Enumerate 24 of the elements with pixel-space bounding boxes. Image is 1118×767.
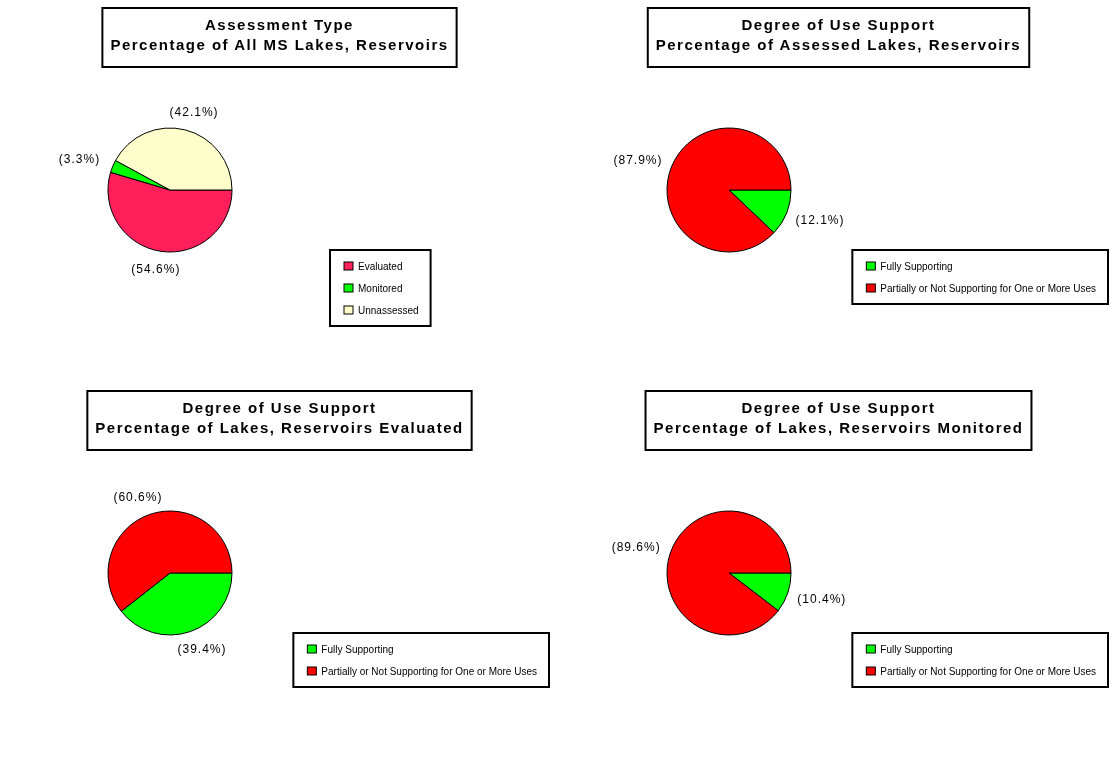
legend-label: Partially or Not Supporting for One or More Uses [321,666,537,677]
chart-title: Degree of Use Support Percentage of Lakes, Reservoirs Monitored [653,399,1024,436]
data-label: (60.6%) [113,490,163,505]
legend-label: Monitored [358,283,403,294]
pie-slice [666,510,792,636]
legend-label: Partially or Not Supporting for One or More Uses [880,666,1096,677]
data-label: (87.9%) [613,153,663,168]
legend-label: Fully Supporting [880,644,953,655]
legend-label: Fully Supporting [321,644,394,655]
data-label: (39.4%) [177,641,227,656]
legend-label: Partially or Not Supporting for One or More Uses [880,283,1096,294]
data-label: (10.4%) [797,591,847,606]
data-label: (54.6%) [131,262,181,277]
data-label: (42.1%) [169,105,219,120]
data-label: (3.3%) [58,152,101,167]
pie-slice [666,127,792,253]
data-label: (12.1%) [795,212,845,227]
chart-title: Degree of Use Support Percentage of Assessed Lakes, Reservoirs [655,16,1022,53]
legend-label: Unnassessed [358,305,419,316]
legend-label: Evaluated [358,261,403,272]
chart-title: Degree of Use Support Percentage of Lakes, Reservoirs Evaluated [95,399,464,436]
legend-label: Fully Supporting [880,261,953,272]
chart-title: Assessment Type Percentage of All MS Lakes, Reservoirs [110,16,449,53]
data-label: (89.6%) [611,540,661,555]
